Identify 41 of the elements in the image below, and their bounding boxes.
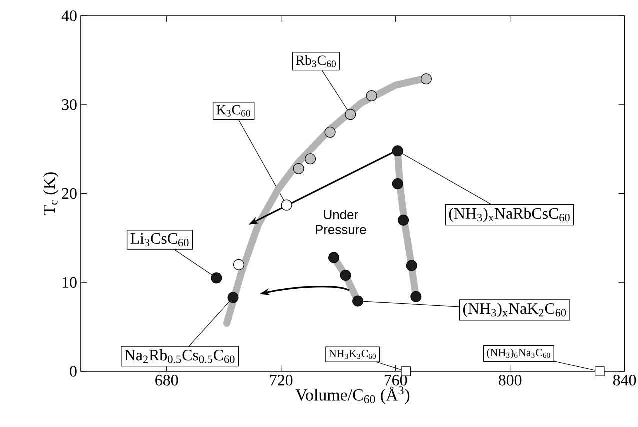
- point: [340, 270, 352, 282]
- x-tick-label: 800: [498, 375, 522, 386]
- annotation: Li$_{3}$CsC$_{60}$: [130, 233, 189, 247]
- x-tick-label: 840: [613, 375, 636, 386]
- y-axis-title: T$_{c}$ (K): [43, 172, 59, 216]
- annotation: (NH$_{3}$)$_{6}$Na$_{3}$C$_{60}$: [487, 348, 550, 359]
- point: [228, 292, 239, 304]
- annotation: Under Pressure: [316, 210, 366, 234]
- point: [392, 178, 404, 190]
- point: [420, 74, 432, 85]
- y-tick-label: 10: [62, 277, 77, 288]
- point: [233, 259, 244, 270]
- point: [392, 146, 404, 157]
- y-tick-label: 20: [62, 188, 77, 200]
- point: [324, 126, 336, 138]
- x-tick-label: 720: [270, 375, 293, 386]
- annotation: Na$_{2}$Rb$_{0.5}$Cs$_{0.5}$C$_{60}$: [124, 349, 235, 364]
- x-tick-label: 760: [384, 375, 408, 386]
- point: [401, 366, 412, 376]
- point: [305, 154, 316, 165]
- annotation: Rb$_{3}$C$_{60}$: [296, 55, 336, 68]
- point: [345, 109, 356, 120]
- annotation: K$_{3}$C$_{60}$: [216, 105, 250, 117]
- point: [293, 163, 304, 174]
- point: [406, 260, 418, 272]
- y-tick-label: 0: [70, 366, 77, 377]
- y-tick-label: 30: [62, 100, 77, 110]
- annotation: (NH$_{3}$)$_{x}$NaRbCsC$_{60}$: [449, 208, 570, 222]
- annotation: (NH$_{3}$)$_{x}$NaK$_{2}$C$_{60}$: [463, 302, 566, 318]
- annotation: NH$_{3}$K$_{3}$C$_{60}$: [329, 350, 376, 360]
- x-tick-label: 680: [156, 375, 178, 386]
- point: [366, 90, 378, 102]
- point: [328, 252, 340, 264]
- point: [595, 366, 605, 376]
- point: [281, 200, 292, 211]
- point: [410, 291, 422, 302]
- point: [398, 214, 410, 226]
- x-axis-title: Volume/C$_{60}$ (Å$^{3}$): [296, 386, 410, 404]
- y-tick-label: 40: [62, 10, 77, 22]
- point: [352, 296, 364, 307]
- point: [211, 272, 222, 284]
